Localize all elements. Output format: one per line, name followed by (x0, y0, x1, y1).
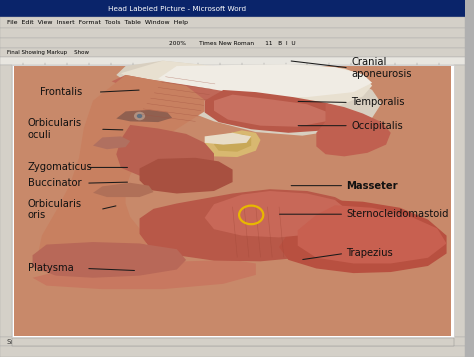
Bar (0, 38, 465, 48)
Text: Orbicularis
oris: Orbicularis oris (28, 199, 82, 220)
Text: Screencast-O-Matic.com: Screencast-O-Matic.com (7, 339, 92, 345)
Circle shape (137, 114, 142, 118)
Polygon shape (298, 205, 447, 263)
Polygon shape (214, 134, 251, 152)
Text: Final Showing Markup    Show: Final Showing Markup Show (7, 50, 89, 55)
Polygon shape (279, 200, 447, 273)
Text: Trapezius: Trapezius (346, 248, 393, 258)
Polygon shape (116, 125, 214, 179)
Text: Temporalis: Temporalis (351, 97, 405, 107)
Bar (14, 66, 451, 336)
Text: Platysma: Platysma (28, 263, 73, 273)
Polygon shape (112, 75, 233, 101)
Polygon shape (33, 242, 186, 278)
Text: Head Labeled Picture - Microsoft Word: Head Labeled Picture - Microsoft Word (108, 6, 246, 11)
Bar (14, 66, 451, 336)
Bar (0, 57, 465, 65)
Polygon shape (116, 110, 172, 122)
Polygon shape (205, 130, 261, 157)
Polygon shape (316, 103, 391, 156)
Text: Cranial
aponeurosis: Cranial aponeurosis (351, 57, 412, 79)
Bar (454, 65, 465, 337)
Polygon shape (33, 260, 256, 289)
Polygon shape (205, 90, 344, 133)
Bar (0, 0, 465, 17)
Bar (0, 28, 465, 38)
Polygon shape (139, 158, 233, 193)
Text: Frontalis: Frontalis (39, 87, 82, 97)
Polygon shape (205, 133, 251, 145)
Polygon shape (205, 191, 349, 237)
Polygon shape (93, 136, 130, 149)
Polygon shape (214, 95, 326, 127)
Bar (0, 346, 465, 357)
Text: Masseter: Masseter (346, 181, 398, 191)
Text: 200%       Times New Roman      11   B  I  U: 200% Times New Roman 11 B I U (169, 41, 296, 46)
Polygon shape (121, 61, 372, 111)
Bar (12, 65, 454, 337)
Polygon shape (37, 75, 205, 272)
Polygon shape (139, 189, 363, 261)
Polygon shape (116, 61, 382, 136)
Bar (0, 65, 12, 337)
Text: Occipitalis: Occipitalis (351, 121, 403, 131)
Bar (0, 17, 465, 28)
Bar (12, 338, 454, 346)
Circle shape (134, 112, 145, 120)
Bar (0, 337, 465, 346)
Text: Zygomaticus: Zygomaticus (28, 162, 92, 172)
Polygon shape (158, 64, 372, 97)
Polygon shape (93, 183, 154, 197)
Text: File  Edit  View  Insert  Format  Tools  Table  Window  Help: File Edit View Insert Format Tools Table… (7, 20, 188, 25)
Text: Sternocleidomastoid: Sternocleidomastoid (346, 209, 449, 219)
Bar (0, 48, 465, 57)
Text: Buccinator: Buccinator (28, 178, 82, 188)
Text: Orbicularis
oculi: Orbicularis oculi (28, 119, 82, 140)
